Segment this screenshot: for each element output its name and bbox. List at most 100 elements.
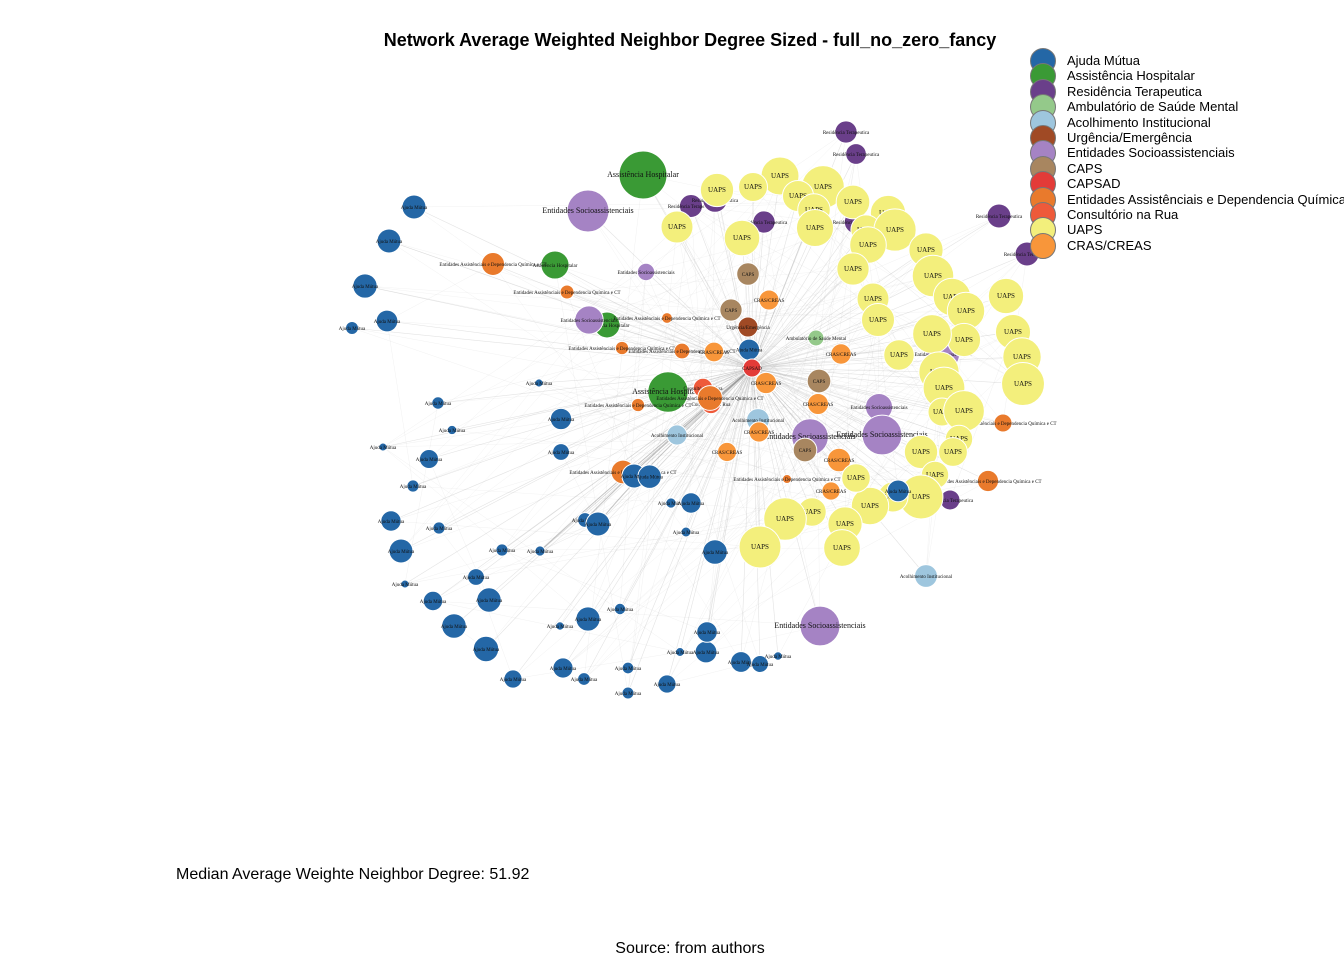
network-node: Ajuda Mútua xyxy=(693,640,720,664)
edge xyxy=(676,226,711,399)
edge xyxy=(670,367,753,504)
edge xyxy=(751,354,900,369)
network-node: Ajuda Mútua xyxy=(550,657,577,679)
node-label: Entidades Assistênciais e Dependencia Qu… xyxy=(949,422,1056,427)
node-label: Ajuda Mútua xyxy=(489,549,516,554)
node-circle xyxy=(540,250,570,280)
edge xyxy=(751,367,761,548)
center-node: CAPSAD xyxy=(742,358,762,378)
node-circle xyxy=(938,437,968,467)
node-label: Ajuda Mútua xyxy=(526,382,553,387)
edge xyxy=(400,319,590,552)
node-label: UAPS xyxy=(771,172,789,180)
node-label: CRAS/CREAS xyxy=(712,451,743,456)
node-label: UAPS xyxy=(1014,380,1032,388)
node-circle xyxy=(758,289,780,311)
edge xyxy=(751,367,1024,385)
network-node: Ajuda Mútua xyxy=(747,655,774,673)
node-circle xyxy=(678,193,704,219)
network-node: Ajuda Mútua xyxy=(489,543,516,557)
edge xyxy=(751,249,927,369)
edge xyxy=(364,285,753,369)
network-node: CRAS/CREAS xyxy=(803,392,833,416)
network-node: Ajuda Mútua xyxy=(575,606,602,632)
node-label: UAPS xyxy=(814,183,832,191)
network-node: CRAS/CREAS xyxy=(826,343,856,365)
edge xyxy=(751,367,960,440)
node-label: Entidades Socioassistenciais xyxy=(764,432,855,441)
node-circle xyxy=(830,343,852,365)
node-label: Ajuda Mútua xyxy=(339,327,366,332)
node-label: UAPS xyxy=(751,543,769,551)
network-node: Entidades Assistênciais e Dependencia Qu… xyxy=(613,312,721,324)
edge xyxy=(751,227,816,369)
node-label: Ajuda Mútua xyxy=(441,625,468,630)
network-node: Entidades Assistênciais e Dependencia Qu… xyxy=(568,340,676,356)
node-circle xyxy=(742,358,762,378)
edge xyxy=(413,201,854,208)
node-label: CRAS/CREAS xyxy=(744,431,775,436)
network-node: Ajuda Mútua xyxy=(585,511,612,537)
edge xyxy=(587,367,753,620)
node-circle xyxy=(836,252,870,286)
edge xyxy=(685,451,954,533)
edge xyxy=(562,253,1028,669)
network-node: Ajuda Mútua xyxy=(378,510,405,532)
node-circle xyxy=(476,587,502,613)
node-label: UAPS xyxy=(708,186,726,194)
edge xyxy=(797,195,1024,385)
network-node: UAPS xyxy=(699,172,735,208)
network-node: CRAS/CREAS xyxy=(816,481,847,501)
node-circle xyxy=(806,368,832,394)
node-label: UAPS xyxy=(833,544,851,552)
network-node: UAPS xyxy=(738,172,768,202)
edge xyxy=(388,240,668,319)
edge xyxy=(388,240,960,440)
node-label: Ajuda Mútua xyxy=(527,550,554,555)
edge xyxy=(751,175,781,369)
network-node: UAPS xyxy=(836,252,870,286)
edge xyxy=(437,367,753,404)
network-node: CRAS/CREAS xyxy=(744,421,775,443)
node-label: UAPS xyxy=(776,515,794,523)
network-node: Ajuda Mútua xyxy=(548,443,575,461)
node-label: Entidades Assistênciais e Dependencia Qu… xyxy=(656,397,763,402)
edge xyxy=(412,391,669,487)
node-label: Assistência Hospitalar xyxy=(607,170,679,179)
node-label: UAPS xyxy=(944,448,962,456)
node-label: CRAS/CREAS xyxy=(816,490,847,495)
edge xyxy=(714,229,867,553)
node-label: Ajuda Mútua xyxy=(378,520,405,525)
network-node: Entidades Socioassistenciais xyxy=(617,262,675,282)
edge xyxy=(606,324,749,328)
node-circle xyxy=(613,602,627,616)
node-circle xyxy=(736,262,760,286)
edge xyxy=(751,367,786,520)
node-label: UAPS xyxy=(997,292,1015,300)
edge xyxy=(709,195,799,399)
node-circle xyxy=(845,143,867,165)
network-node: Entidades Assistênciais e Dependencia Qu… xyxy=(584,397,692,413)
node-circle xyxy=(647,371,689,413)
node-label: Residência Terapeutica xyxy=(833,153,880,158)
node-circle xyxy=(697,385,723,411)
node-label: Ajuda Mútua xyxy=(400,485,427,490)
network-node: Ajuda Mútua xyxy=(885,479,912,503)
network-node: Urgência/Emergência xyxy=(726,316,770,338)
legend-label: Ajuda Mútua xyxy=(1067,53,1140,68)
node-circle xyxy=(621,661,635,675)
network-node: Residência Terapeutica xyxy=(927,489,974,511)
edge xyxy=(730,309,936,476)
node-circle xyxy=(835,184,871,220)
network-node: Entidades Socioassistenciais xyxy=(774,605,866,647)
node-label: Ajuda Mútua xyxy=(702,551,729,556)
node-label: Residência Terapeutica xyxy=(741,221,788,226)
node-circle xyxy=(1001,362,1045,406)
node-circle xyxy=(699,172,735,208)
network-node: Ajuda Mútua xyxy=(658,497,685,509)
node-circle xyxy=(861,414,903,456)
node-circle xyxy=(400,579,410,589)
edge xyxy=(364,285,683,352)
node-circle xyxy=(850,486,890,526)
edge xyxy=(584,367,753,521)
